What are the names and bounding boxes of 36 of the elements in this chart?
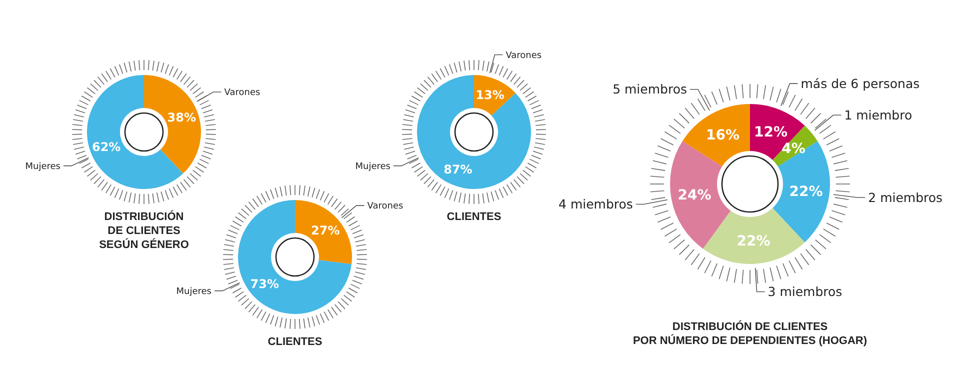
slice-label: 5 miembros [612, 82, 687, 97]
donut-slice [750, 104, 805, 160]
slice-label: Mujeres [176, 286, 212, 297]
slice-label: 4 miembros [558, 196, 633, 212]
donut-slice [772, 141, 830, 242]
text: DISTRIBUCIÓN DE CLIENTES SEGÚN GÉNERO [99, 210, 190, 251]
data-label: 24% [678, 187, 712, 204]
slice-label: 2 miembros [868, 190, 943, 205]
slice-label: Varones [506, 50, 542, 61]
slice-label: Mujeres [25, 162, 61, 172]
data-label: 16% [706, 127, 740, 144]
slice-label: 3 miembros [768, 284, 842, 300]
data-label: 38% [167, 110, 196, 124]
slice-label: más de 6 personas [800, 76, 920, 91]
text: DISTRIBUCIÓN DE CLIENTES POR NÚMERO DE DEPENDIENTES (HOGAR) [632, 320, 868, 347]
data-label: 87% [444, 162, 472, 176]
slice-label: Varones [367, 202, 404, 212]
data-label: 62% [92, 140, 121, 154]
slice-label: Varones [224, 88, 261, 98]
data-label: 22% [789, 184, 823, 200]
data-label: 13% [476, 88, 504, 102]
donut-slice [417, 75, 531, 189]
data-label: 73% [250, 276, 279, 291]
donut-slice [144, 75, 201, 174]
data-label: 22% [736, 233, 770, 250]
slice-label: 1 miembro [844, 108, 912, 123]
donut-slice [238, 200, 352, 314]
donut-slice [295, 200, 352, 264]
slice-label: Mujeres [355, 162, 391, 172]
donut-slice [702, 208, 805, 264]
text: CLIENTES [446, 211, 502, 223]
donut-slice [670, 141, 731, 249]
donut-slice [682, 104, 750, 166]
text: CLIENTES [268, 336, 322, 348]
data-label: 27% [311, 223, 340, 238]
data-label: 12% [754, 124, 788, 140]
